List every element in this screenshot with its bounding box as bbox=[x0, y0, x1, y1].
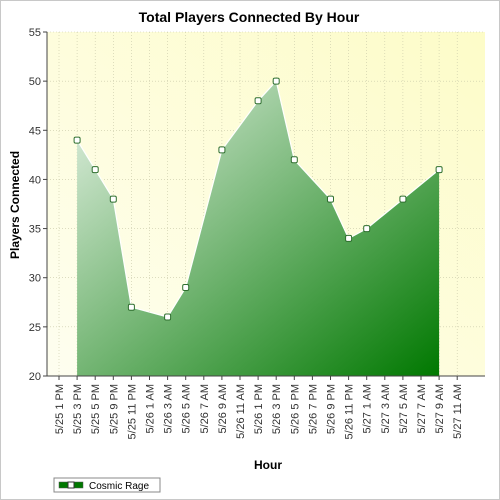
data-point bbox=[254, 97, 262, 105]
x-tick-label: 5/26 9 AM bbox=[217, 384, 229, 434]
axes bbox=[46, 32, 485, 377]
x-tick-label: 5/25 11 PM bbox=[126, 384, 138, 439]
data-point bbox=[345, 234, 353, 242]
x-tick-label: 5/27 7 AM bbox=[416, 384, 428, 434]
x-tick-label: 5/25 3 PM bbox=[72, 384, 84, 434]
data-point bbox=[218, 146, 226, 154]
data-point bbox=[127, 303, 135, 311]
data-point bbox=[91, 166, 99, 174]
y-tick-label: 50 bbox=[29, 76, 41, 88]
y-tick-label: 30 bbox=[29, 273, 41, 285]
data-point bbox=[109, 195, 117, 203]
x-tick-label: 5/25 5 PM bbox=[90, 384, 102, 434]
legend-box bbox=[53, 477, 161, 493]
x-tick-label: 5/26 7 PM bbox=[307, 384, 319, 434]
x-tick-label: 5/26 7 AM bbox=[199, 384, 211, 434]
chart-title: Total Players Connected By Hour bbox=[139, 9, 360, 25]
y-tick-label: 20 bbox=[29, 371, 41, 383]
x-tick-label: 5/27 5 AM bbox=[398, 384, 410, 434]
x-tick-label: 5/26 11 AM bbox=[235, 384, 247, 439]
data-point bbox=[399, 195, 407, 203]
y-tick-label: 45 bbox=[29, 125, 41, 137]
series-area bbox=[77, 81, 440, 376]
data-point bbox=[182, 284, 190, 291]
y-tick-label: 25 bbox=[29, 322, 41, 334]
x-tick-label: 5/26 1 AM bbox=[145, 384, 157, 434]
data-point bbox=[363, 225, 371, 233]
data-point bbox=[435, 166, 443, 174]
x-tick-label: 5/26 5 AM bbox=[181, 384, 193, 434]
data-point bbox=[164, 313, 172, 321]
legend-marker bbox=[67, 481, 75, 489]
data-points bbox=[73, 77, 443, 321]
x-tick-label: 5/26 9 PM bbox=[326, 384, 338, 434]
legend: Cosmic Rage bbox=[53, 477, 161, 493]
x-axis-ticks: 5/25 1 PM 5/25 3 PM 5/25 5 PM 5/25 9 PM 5/25… bbox=[54, 376, 464, 439]
x-tick-label: 5/25 1 PM bbox=[54, 384, 66, 434]
x-tick-label: 5/26 1 PM bbox=[253, 384, 265, 434]
x-tick-label: 5/27 1 AM bbox=[362, 384, 374, 434]
data-point bbox=[290, 156, 298, 164]
x-tick-label: 5/25 9 PM bbox=[108, 384, 120, 434]
x-tick-label: 5/27 11 AM bbox=[452, 384, 464, 439]
legend-label: Cosmic Rage bbox=[89, 481, 149, 492]
x-tick-label: 5/27 9 AM bbox=[434, 384, 446, 434]
x-tick-label: 5/27 3 AM bbox=[380, 384, 392, 434]
y-axis-label: Players Connected bbox=[8, 151, 22, 259]
y-tick-label: 35 bbox=[29, 224, 41, 236]
y-tick-label: 40 bbox=[29, 174, 41, 186]
data-point bbox=[327, 195, 334, 203]
x-tick-label: 5/26 5 PM bbox=[289, 384, 301, 434]
x-tick-label: 5/26 11 PM bbox=[344, 384, 356, 439]
data-point bbox=[73, 136, 81, 144]
data-point bbox=[272, 77, 280, 85]
x-axis-label: Hour bbox=[254, 458, 282, 472]
y-tick-label: 55 bbox=[29, 27, 41, 39]
y-axis-ticks: 20 25 30 35 40 45 50 55 bbox=[29, 27, 47, 383]
x-tick-label: 5/26 3 PM bbox=[271, 384, 283, 434]
x-tick-label: 5/26 3 AM bbox=[163, 384, 175, 434]
